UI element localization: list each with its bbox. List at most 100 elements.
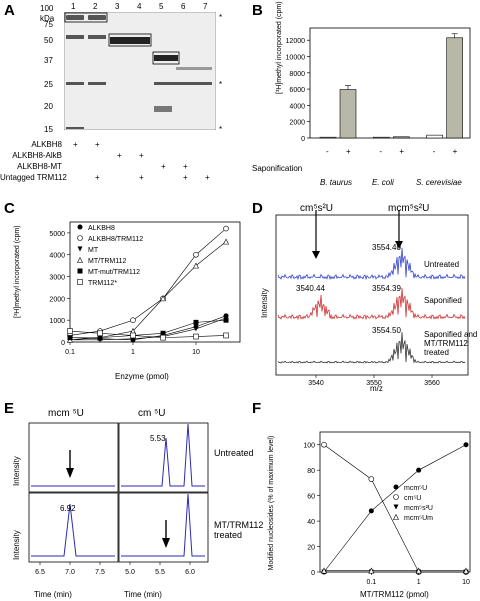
f-series-line: [323, 444, 467, 573]
lane-number: 1: [71, 2, 76, 11]
c-legend-marker: [77, 246, 83, 252]
c-point: [97, 330, 103, 337]
d-arrow1-label: cm⁵s²U: [300, 203, 334, 214]
b-bar: [393, 136, 410, 139]
f-xlabel: MT/TRM112 (pmol): [360, 590, 429, 599]
c-ytick-label: 4000: [49, 253, 65, 260]
d-peak-3: 3540.44: [296, 284, 325, 293]
sign-cell: +: [139, 151, 144, 160]
b-group-label: S. cerevisiae: [416, 178, 462, 187]
sign-cell: +: [139, 173, 144, 182]
c-legend-marker: [77, 279, 83, 285]
c-point: [160, 295, 167, 302]
e-trace: [121, 423, 205, 487]
panel-d-chart: 3540 3550 3560: [275, 210, 469, 385]
f-legend-label: cm⁵U: [404, 495, 421, 502]
f-legend-label: mcm⁵U: [404, 485, 427, 492]
e-frame: [28, 492, 119, 563]
f-legend-marker: [393, 504, 399, 510]
c-legend-label: ALKBH8: [88, 225, 115, 232]
lane-number: 5: [159, 2, 164, 11]
e-ylabel-top: Intensity: [12, 456, 21, 486]
sign-cell: +: [95, 140, 100, 149]
f-frame: [319, 431, 471, 573]
c-ytick-label: 1000: [49, 318, 65, 325]
b-sign: -: [326, 147, 329, 156]
sign-cell: +: [183, 162, 188, 171]
b-bar: [373, 136, 390, 139]
c-point: [160, 334, 166, 341]
asterisk-3: *: [219, 125, 223, 134]
b-ytick-label: 12000: [286, 38, 306, 45]
e-frame: [118, 492, 209, 563]
d-trace-label-treated: Saponified and MT/TRM112 treated: [424, 330, 478, 357]
e-xtick-label: 7.5: [95, 569, 105, 576]
c-legend-marker: [77, 224, 83, 230]
c-legend-label: TRM112*: [88, 280, 117, 287]
d-trace: [277, 332, 466, 364]
c-point: [67, 328, 73, 334]
d-trace-label-untreated: Untreated: [424, 260, 460, 269]
e-col1: mcm ⁵U: [48, 408, 84, 419]
d-ylabel: Intensity: [260, 288, 269, 318]
b-xlabel: Saponification: [252, 164, 303, 173]
d-xtick-label: 3560: [424, 380, 440, 385]
d-xtick-label: 3540: [308, 380, 324, 385]
c-legend-marker: [77, 235, 83, 241]
c-ytick-label: 2000: [49, 296, 65, 303]
b-sign: -: [433, 147, 436, 156]
c-series-line: [70, 319, 227, 338]
e-trace: [121, 493, 205, 557]
c-point: [160, 330, 166, 336]
e-xtick-label: 5.5: [155, 569, 165, 576]
b-bar: [446, 37, 463, 139]
f-point: [321, 441, 327, 448]
kda-label: kDa: [40, 14, 55, 23]
f-ytick-label: 100: [303, 443, 315, 450]
panel-letter-b: B: [252, 2, 263, 19]
f-legend-marker: [393, 484, 399, 490]
marker-37: 37: [44, 56, 53, 65]
row-label: ALKBH8-MT: [17, 162, 62, 171]
b-sign: +: [399, 147, 404, 156]
e-peak-bottom: 6.92: [60, 504, 76, 513]
lane-number: 3: [115, 2, 120, 11]
e-xlabel-2: Time (min): [124, 590, 162, 599]
marker-15: 15: [44, 125, 53, 134]
c-point: [192, 262, 199, 269]
asterisk-2: *: [219, 80, 223, 89]
d-trace: [277, 247, 466, 281]
b-ytick-label: 8000: [289, 71, 305, 78]
b-bar: [319, 136, 337, 139]
d-peak-2: 3554.39: [372, 284, 401, 293]
sign-cell: +: [161, 162, 166, 171]
b-group-label: E. coli: [372, 178, 394, 187]
gel-image: [64, 12, 216, 130]
panel-b-chart: 0 2000 4000 6000 8000 10000 12000 - + - + - +: [286, 27, 471, 156]
e-arrow-head: [66, 468, 74, 478]
e-ylabel-bottom: Intensity: [12, 530, 21, 560]
c-ytick-label: 3000: [49, 275, 65, 282]
b-group-label: B. taurus: [320, 178, 353, 187]
e-frame: [118, 422, 209, 493]
e-xlabel-1: Time (min): [34, 590, 72, 599]
d-arrow-head: [312, 251, 320, 259]
c-point: [223, 317, 229, 323]
lane-number: 4: [137, 2, 142, 11]
f-ytick-label: 40: [307, 519, 315, 526]
c-xtick-label: 0.1: [65, 349, 75, 356]
b-ytick-label: 0: [301, 136, 305, 143]
c-legend-label: MT-mut/TRM112: [88, 269, 140, 276]
d-xtick-label: 3550: [366, 380, 382, 385]
panel-letter-e: E: [4, 400, 15, 417]
d-peak-4: 3554.50: [372, 326, 401, 335]
c-ytick-label: 5000: [49, 231, 65, 238]
f-point: [416, 467, 422, 473]
f-ytick-label: 20: [307, 545, 315, 552]
row-label: ALKBH8: [31, 140, 62, 149]
c-point: [193, 333, 199, 340]
f-point: [321, 567, 327, 574]
f-point: [415, 567, 422, 574]
c-legend-label: MT: [88, 247, 99, 254]
f-series-line: [323, 444, 466, 573]
